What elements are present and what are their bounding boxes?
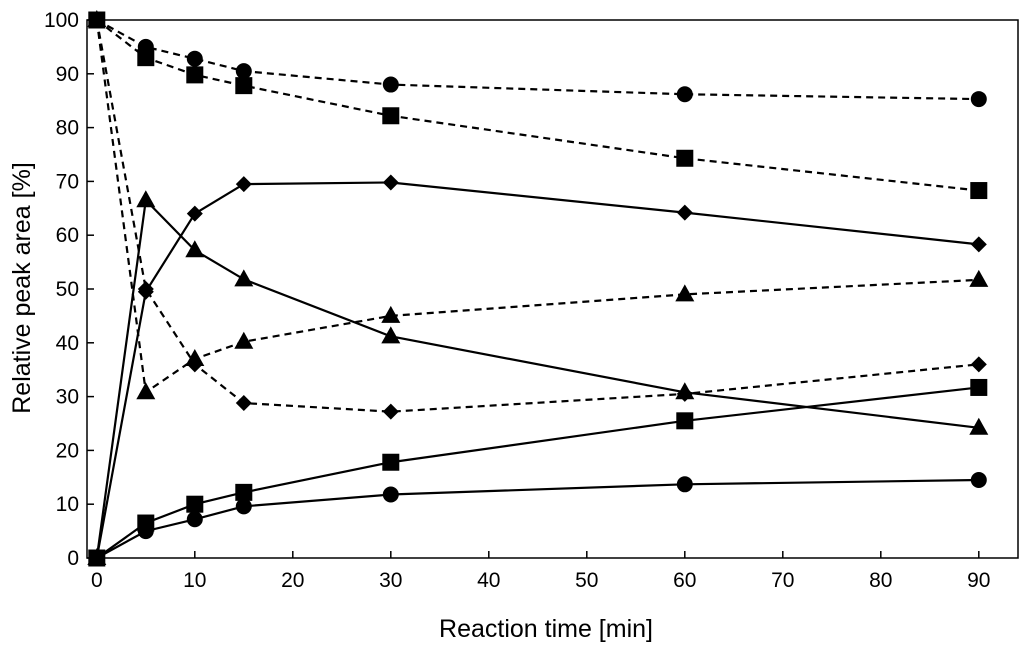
series-diamond-dashed [88,12,987,420]
square-marker [186,495,204,513]
diamond-marker [676,204,693,221]
plot-area [86,19,1019,559]
y-tick-label: 90 [56,63,79,86]
diamond-marker [970,356,987,373]
circle-marker [235,63,252,80]
circle-marker [88,550,105,566]
triangle-marker [185,240,205,258]
series-line [96,478,979,559]
square-marker [676,412,694,430]
square-marker [970,182,988,200]
diamond-marker [382,174,399,191]
y-tick-label: 80 [56,117,79,140]
square-marker [137,49,155,67]
x-tick-label: 50 [575,569,598,592]
x-tick-label: 10 [183,569,206,592]
square-marker [676,149,694,167]
y-tick-label: 100 [44,9,79,32]
y-tick-label: 60 [56,224,79,247]
y-axis-label: Relative peak area [%] [8,162,36,414]
triangle-marker [381,305,401,323]
circle-marker [186,50,203,67]
y-tick-label: 40 [56,332,79,355]
circle-marker [676,476,693,493]
circle-marker [235,498,252,515]
x-tick-label: 40 [477,569,500,592]
square-marker [970,378,988,396]
x-tick-label: 20 [281,569,304,592]
diamond-marker [676,385,693,402]
triangle-marker [136,190,156,208]
series-diamond-solid [88,174,987,566]
x-tick-label: 0 [91,569,103,592]
plot-border [86,19,1019,559]
series-line [96,19,979,192]
square-marker [235,483,253,501]
triangle-marker [675,284,695,302]
triangle-marker [234,331,254,349]
circle-marker [186,511,203,528]
x-tick-label: 90 [967,569,990,592]
circle-marker [382,486,399,503]
series-square-dashed [88,11,988,200]
series-line [95,197,979,559]
triangle-marker [136,382,156,400]
triangle-marker [381,326,401,344]
diamond-marker [235,395,252,412]
series-triangle-dashed [87,10,989,400]
diamond-marker [970,236,987,253]
series-group [87,10,989,567]
x-tick-label: 70 [771,569,794,592]
series-circle-solid [88,471,987,566]
y-tick-label: 0 [67,547,79,570]
square-marker [382,453,400,471]
triangle-marker [969,269,989,287]
x-tick-label: 80 [869,569,892,592]
y-tick-label: 20 [56,439,79,462]
series-line [95,19,979,395]
y-axis: 0 10 20 30 40 50 60 70 80 90 100 [44,9,94,570]
series-square-solid [88,378,988,567]
diamond-marker [137,281,154,297]
series-line [95,19,979,413]
circle-marker [970,471,987,488]
y-tick-label: 50 [56,278,79,301]
x-tick-label: 60 [673,569,696,592]
triangle-marker [969,417,989,435]
diamond-marker [235,176,252,193]
x-tick-label: 30 [379,569,402,592]
series-circle-dashed [88,12,987,108]
series-line [96,19,979,101]
square-marker [382,107,400,125]
y-tick-label: 70 [56,170,79,193]
circle-marker [137,523,154,540]
y-tick-label: 30 [56,386,79,409]
diamond-marker [382,403,399,420]
series-line [95,181,979,559]
y-tick-label: 10 [56,493,79,516]
x-axis-label: Reaction time [min] [439,615,653,643]
circle-marker [382,76,399,93]
diamond-marker [186,356,203,373]
series-line [96,386,979,559]
triangle-marker [234,269,254,287]
circle-marker [970,91,987,108]
diamond-marker [88,12,105,28]
square-marker [235,77,253,95]
circle-marker [676,86,693,103]
x-axis: 0 10 20 30 40 50 60 70 80 90 [91,551,990,592]
diamond-marker [186,205,203,222]
square-marker [186,66,204,84]
